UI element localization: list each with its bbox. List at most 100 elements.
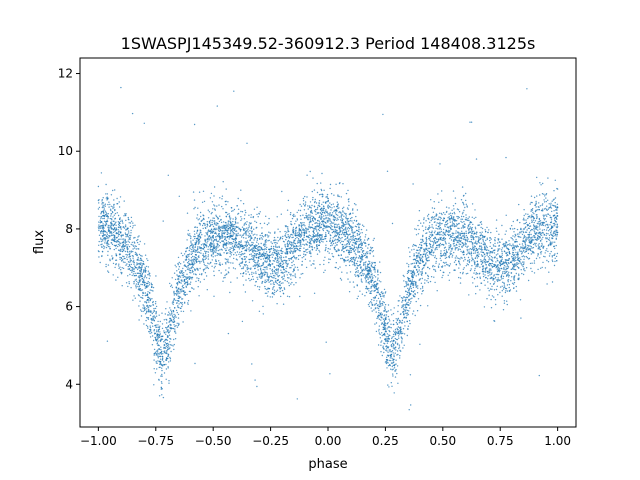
data-point	[452, 222, 454, 225]
data-point	[377, 307, 380, 310]
data-point	[459, 258, 461, 260]
data-point	[412, 269, 414, 272]
data-point	[406, 293, 408, 296]
data-point	[325, 227, 327, 229]
data-point	[361, 293, 364, 295]
data-point	[207, 251, 210, 253]
data-point	[210, 242, 212, 244]
data-point	[469, 221, 472, 224]
data-point	[460, 237, 463, 240]
data-point	[456, 257, 458, 259]
data-point	[307, 228, 309, 231]
data-point	[230, 243, 232, 245]
data-point	[466, 263, 468, 265]
data-point	[140, 279, 142, 281]
data-point	[198, 260, 201, 263]
data-point	[169, 337, 171, 340]
data-point	[158, 379, 160, 381]
data-point	[175, 316, 177, 318]
data-point	[501, 254, 503, 256]
data-point	[316, 191, 319, 194]
data-point	[167, 366, 169, 368]
data-point	[529, 249, 532, 252]
data-point	[125, 236, 127, 238]
data-point	[286, 274, 288, 276]
data-point	[361, 232, 363, 234]
data-point	[336, 210, 338, 212]
data-point	[317, 228, 320, 231]
data-point	[418, 228, 420, 231]
data-point	[432, 252, 435, 254]
data-point	[238, 234, 240, 236]
data-point	[253, 255, 255, 257]
data-point	[192, 263, 194, 265]
data-point	[319, 215, 321, 217]
data-point	[136, 239, 138, 242]
data-point	[484, 255, 486, 257]
data-point	[119, 196, 122, 198]
data-point	[236, 235, 238, 237]
data-point	[201, 273, 203, 275]
data-point	[287, 199, 290, 202]
data-point	[506, 303, 508, 306]
data-point	[248, 261, 251, 263]
data-point	[515, 251, 517, 254]
data-point	[277, 228, 279, 230]
data-point	[349, 257, 352, 260]
data-point	[299, 234, 302, 236]
data-point	[377, 283, 379, 285]
data-point	[256, 250, 258, 252]
data-point	[112, 257, 114, 259]
data-point	[200, 232, 202, 234]
data-point	[142, 260, 145, 263]
data-point	[109, 246, 111, 248]
data-point	[130, 263, 132, 266]
data-point	[402, 347, 404, 349]
data-point	[527, 233, 529, 236]
data-point	[211, 243, 213, 245]
data-point	[371, 310, 373, 312]
data-point	[269, 296, 271, 298]
data-point	[115, 221, 117, 223]
data-point	[115, 259, 117, 261]
data-point	[160, 381, 163, 383]
data-point	[292, 260, 294, 262]
data-point	[420, 238, 422, 241]
data-point	[183, 272, 185, 274]
data-point	[461, 221, 463, 224]
data-point	[105, 193, 107, 195]
data-point	[106, 232, 108, 234]
data-point	[451, 225, 453, 227]
data-point	[290, 275, 292, 277]
data-point	[129, 225, 132, 228]
data-point	[123, 255, 125, 258]
data-point	[235, 258, 238, 260]
data-point	[311, 235, 313, 238]
data-point	[373, 290, 375, 292]
data-point	[482, 273, 484, 275]
data-point	[274, 291, 276, 294]
data-point	[161, 375, 163, 377]
data-point	[531, 208, 534, 210]
data-point	[166, 322, 168, 324]
data-point	[425, 242, 427, 244]
data-point	[425, 239, 428, 241]
data-point	[404, 325, 406, 327]
data-point	[151, 312, 153, 315]
data-point	[226, 233, 228, 235]
data-point	[320, 188, 322, 191]
data-point	[236, 205, 238, 207]
data-point	[436, 244, 438, 247]
data-point	[140, 283, 142, 286]
data-point	[392, 359, 394, 362]
data-point	[522, 230, 524, 232]
data-point	[523, 234, 526, 237]
data-point	[278, 284, 280, 286]
data-point	[266, 274, 269, 276]
data-point	[140, 271, 143, 273]
data-point	[385, 291, 387, 293]
data-point	[512, 258, 514, 261]
data-point	[503, 250, 506, 252]
data-point	[144, 254, 147, 256]
data-point	[176, 311, 178, 314]
